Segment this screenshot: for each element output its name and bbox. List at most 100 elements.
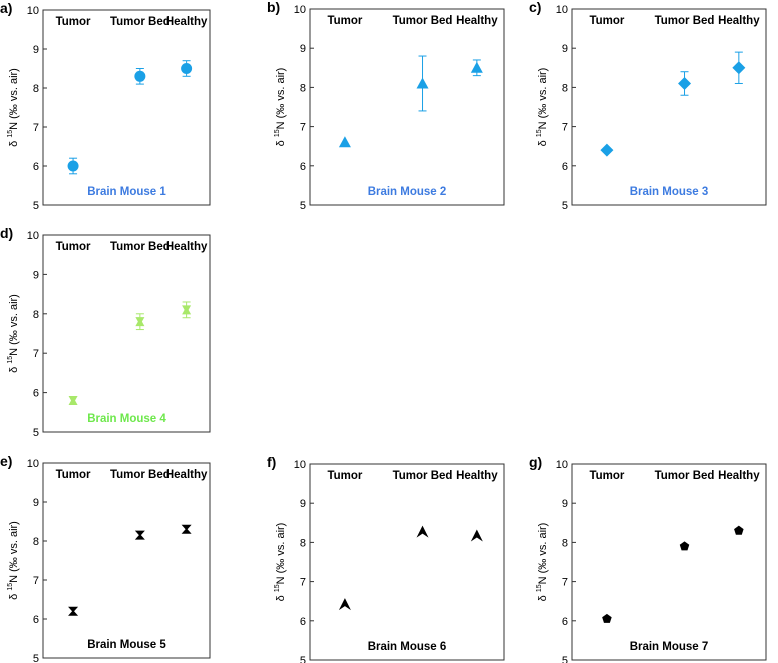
panel-letter: e) [0,453,12,469]
y-axis-label-text: N (‰ vs. air) [8,294,20,356]
y-tick-label: 10 [27,458,39,470]
category-label: Tumor [56,469,91,481]
chart-panel-6: f) 5 6 7 8 9 10 δ 15N (‰ vs. air) Tumor Tumor Bed… [267,454,505,663]
y-tick-label: 6 [562,161,568,173]
category-label: Healthy [718,15,760,27]
y-axis-label-delta: δ [8,364,20,373]
y-axis-label: δ 15N (‰ vs. air) [7,294,20,373]
category-label: Healthy [456,470,498,482]
y-axis-label: δ 15N (‰ vs. air) [7,521,20,600]
panel-letter: b) [267,0,280,15]
y-axis-label: δ 15N (‰ vs. air) [274,68,287,147]
plot-frame [42,234,211,433]
y-tick-label: 9 [300,498,306,510]
category-label: Tumor Bed [110,16,170,28]
category-label: Tumor [327,15,362,27]
y-tick-label: 10 [556,4,568,16]
category-label: Healthy [166,469,208,481]
y-tick-label: 5 [33,200,39,212]
y-tick-label: 6 [33,161,39,173]
y-tick-label: 9 [33,269,39,281]
y-axis-label-delta: δ [275,137,287,146]
data-point [134,530,145,540]
data-point [67,160,79,172]
category-label: Tumor [56,241,91,253]
y-tick-label: 8 [562,537,568,549]
chart-title: Brain Mouse 6 [368,641,447,653]
y-tick-label: 9 [33,497,39,509]
data-point [68,395,78,405]
data-point [181,524,192,534]
panel-letter: g) [529,454,542,470]
y-tick-label: 8 [33,536,39,548]
y-axis-label: δ 15N (‰ vs. air) [274,523,287,602]
y-tick-label: 5 [300,655,306,663]
data-point [182,305,192,315]
y-tick-label: 7 [300,577,306,589]
y-tick-label: 5 [562,200,568,212]
y-axis-label-text: N (‰ vs. air) [275,68,287,130]
data-point [338,598,351,611]
plot-frame [571,8,767,206]
y-tick-label: 7 [33,575,39,587]
plot-frame [42,9,211,206]
y-tick-label: 6 [33,388,39,400]
y-tick-label: 9 [33,44,39,56]
category-label: Tumor [589,470,624,482]
data-point [135,317,145,327]
y-axis-label-text: N (‰ vs. air) [275,523,287,585]
y-tick-label: 10 [27,5,39,17]
y-tick-label: 7 [33,348,39,360]
data-point [416,525,429,538]
y-axis-label-delta: δ [537,137,549,146]
y-tick-label: 6 [300,616,306,628]
data-point [134,70,146,82]
y-tick-label: 5 [562,655,568,663]
chart-panel-7: g) 5 6 7 8 9 10 δ 15N (‰ vs. air) Tumor Tumor Bed… [529,454,767,663]
y-tick-label: 7 [562,122,568,134]
category-label: Healthy [166,16,208,28]
data-point [678,76,692,90]
panel-letter: c) [529,0,541,15]
chart-panel-1: a) 5 6 7 8 9 10 δ 15N (‰ vs. air) Tumor Tumor Bed… [0,0,211,212]
y-axis-label-superscript: 15 [536,584,543,592]
y-axis-label-superscript: 15 [7,583,14,591]
y-tick-label: 10 [27,230,39,242]
category-label: Tumor Bed [393,470,453,482]
y-tick-label: 6 [562,616,568,628]
data-point [600,143,614,157]
y-tick-label: 10 [294,459,306,471]
category-label: Tumor [589,15,624,27]
y-tick-label: 8 [33,309,39,321]
chart-panel-5: e) 5 6 7 8 9 10 δ 15N (‰ vs. air) Tumor Tumor Bed… [0,453,211,663]
chart-title: Brain Mouse 1 [87,186,166,198]
chart-title: Brain Mouse 2 [368,186,447,198]
y-axis-label: δ 15N (‰ vs. air) [7,68,20,147]
y-tick-label: 9 [300,43,306,55]
chart-panel-4: d) 5 6 7 8 9 10 δ 15N (‰ vs. air) Tumor Tumor Bed… [0,225,211,439]
y-axis-label-superscript: 15 [7,130,14,138]
y-axis-label-delta: δ [8,591,20,600]
data-point [602,613,612,623]
plot-frame [309,8,505,206]
data-point [416,77,429,89]
chart-panel-2: b) 5 6 7 8 9 10 δ 15N (‰ vs. air) Tumor Tumor Bed… [267,0,505,212]
y-tick-label: 7 [562,577,568,589]
y-axis-label-text: N (‰ vs. air) [537,68,549,130]
y-tick-label: 7 [33,122,39,134]
chart-title: Brain Mouse 5 [87,639,166,651]
chart-panel-3: c) 5 6 7 8 9 10 δ 15N (‰ vs. air) Tumor Tumor Bed… [529,0,767,212]
category-label: Healthy [456,15,498,27]
y-tick-label: 5 [300,200,306,212]
panel-letter: d) [0,225,13,241]
y-axis-label-text: N (‰ vs. air) [8,68,20,130]
chart-title: Brain Mouse 3 [630,186,709,198]
y-tick-label: 8 [300,82,306,94]
y-axis-label-delta: δ [8,138,20,147]
y-tick-label: 6 [33,614,39,626]
category-label: Tumor Bed [110,469,170,481]
category-label: Healthy [718,470,760,482]
y-tick-label: 7 [300,122,306,134]
y-tick-label: 8 [300,537,306,549]
